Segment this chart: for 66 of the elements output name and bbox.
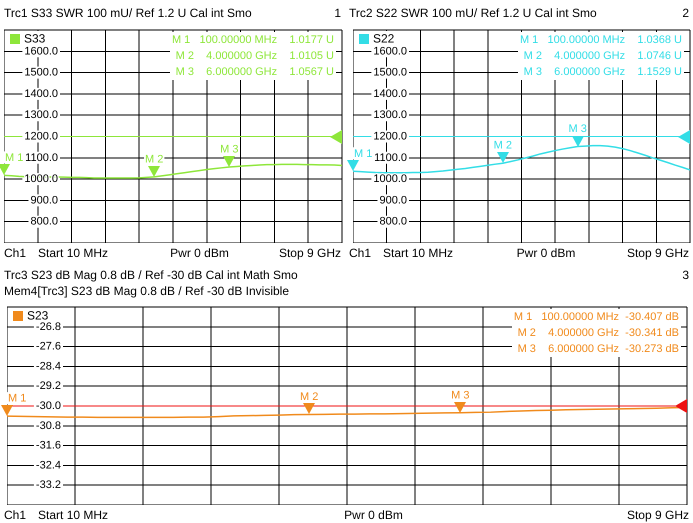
annotation: M 1 <box>8 392 26 405</box>
legend-label: S33 <box>24 31 46 46</box>
text: Stop 9 GHz <box>626 246 689 260</box>
y-tick-label: 800.0 <box>30 216 58 228</box>
text: Ch1 <box>4 508 26 522</box>
y-tick-label: 1200.0 <box>373 130 407 143</box>
annotation: M 2 <box>300 390 318 403</box>
y-tick-label: 1300.0 <box>24 109 58 122</box>
annotation: M 2 4.000000 GHz 1.0746 U <box>524 50 682 62</box>
text: Stop 9 GHz <box>626 508 689 522</box>
text: Pwr 0 dBm <box>344 508 403 522</box>
y-tick-label: -26.8 <box>36 320 61 333</box>
annotation: M 3 6.000000 GHz 1.1529 U <box>524 66 682 78</box>
text: Ch1 <box>4 246 26 260</box>
y-tick-label: -28.4 <box>36 360 61 372</box>
y-tick-label: 900.0 <box>30 194 58 206</box>
y-tick-label: -27.6 <box>36 340 61 353</box>
y-tick-label: -33.2 <box>36 479 61 492</box>
text: Start 10 MHz <box>38 246 108 260</box>
y-tick-label: -30.8 <box>36 420 61 432</box>
y-tick-label: 1100.0 <box>25 152 58 164</box>
y-tick-label: -32.4 <box>36 459 61 472</box>
y-tick-label: 900.0 <box>379 194 407 206</box>
y-tick-label: -31.6 <box>36 440 61 452</box>
text: Pwr 0 dBm <box>516 246 576 260</box>
chart-title: Trc3 S23 dB Mag 0.8 dB / Ref -30 dB Cal int Math Smo <box>4 268 298 282</box>
annotation: M 1 100.00000 MHz -30.407 dB <box>514 311 679 323</box>
y-tick-label: 1200.0 <box>24 130 58 143</box>
annotation: M 2 4.000000 GHz -30.341 dB <box>518 327 679 339</box>
text: 1 <box>334 6 341 20</box>
text: Ch1 <box>349 246 372 260</box>
chart-title: Trc2 S22 SWR 100 mU/ Ref 1.2 U Cal int Smo <box>349 6 597 20</box>
annotation: M 3 6.000000 GHz -30.273 dB <box>518 343 679 355</box>
y-tick-label: 1400.0 <box>24 88 58 100</box>
text: Stop 9 GHz <box>278 246 341 260</box>
y-tick-label: 800.0 <box>379 216 407 228</box>
annotation: M 1 <box>5 152 24 164</box>
annotation: M 2 <box>145 153 164 166</box>
annotation: M 3 6.000000 GHz 1.0567 U <box>176 66 334 78</box>
text: 2 <box>682 6 689 20</box>
legend-label: S23 <box>27 308 49 322</box>
annotation: M 3 <box>451 389 470 402</box>
annotation: M 1 100.00000 MHz 1.0368 U <box>520 34 682 46</box>
annotation: M 3 <box>220 144 239 156</box>
text: Pwr 0 dBm <box>170 246 229 260</box>
text: 3 <box>682 268 689 282</box>
chart-subtitle: Mem4[Trc3] S23 dB Mag 0.8 dB / Ref -30 dB Invisible <box>4 284 290 298</box>
y-tick-label: 1400.0 <box>373 88 407 100</box>
y-tick-label: 1600.0 <box>373 45 407 58</box>
y-tick-label: -29.2 <box>36 380 61 392</box>
y-tick-label: 1500.0 <box>24 66 58 79</box>
y-tick-label: 1100.0 <box>374 152 407 164</box>
y-tick-label: 1500.0 <box>373 66 407 79</box>
y-tick-label: 1600.0 <box>24 45 58 58</box>
legend-label: S22 <box>373 31 395 46</box>
annotation: M 2 <box>494 140 512 152</box>
y-tick-label: -30.0 <box>36 400 61 412</box>
chart-title: Trc1 S33 SWR 100 mU/ Ref 1.2 U Cal int Smo <box>4 6 252 20</box>
text: Start 10 MHz <box>383 246 454 260</box>
annotation: M 2 4.000000 GHz 1.0105 U <box>176 50 334 62</box>
y-tick-label: 1000.0 <box>373 173 407 186</box>
annotation: M 3 <box>568 123 587 136</box>
y-tick-label: 1300.0 <box>373 109 407 122</box>
text: Start 10 MHz <box>38 508 108 522</box>
annotation: M 1 <box>354 148 372 160</box>
annotation: M 1 100.00000 MHz 1.0177 U <box>172 34 334 46</box>
